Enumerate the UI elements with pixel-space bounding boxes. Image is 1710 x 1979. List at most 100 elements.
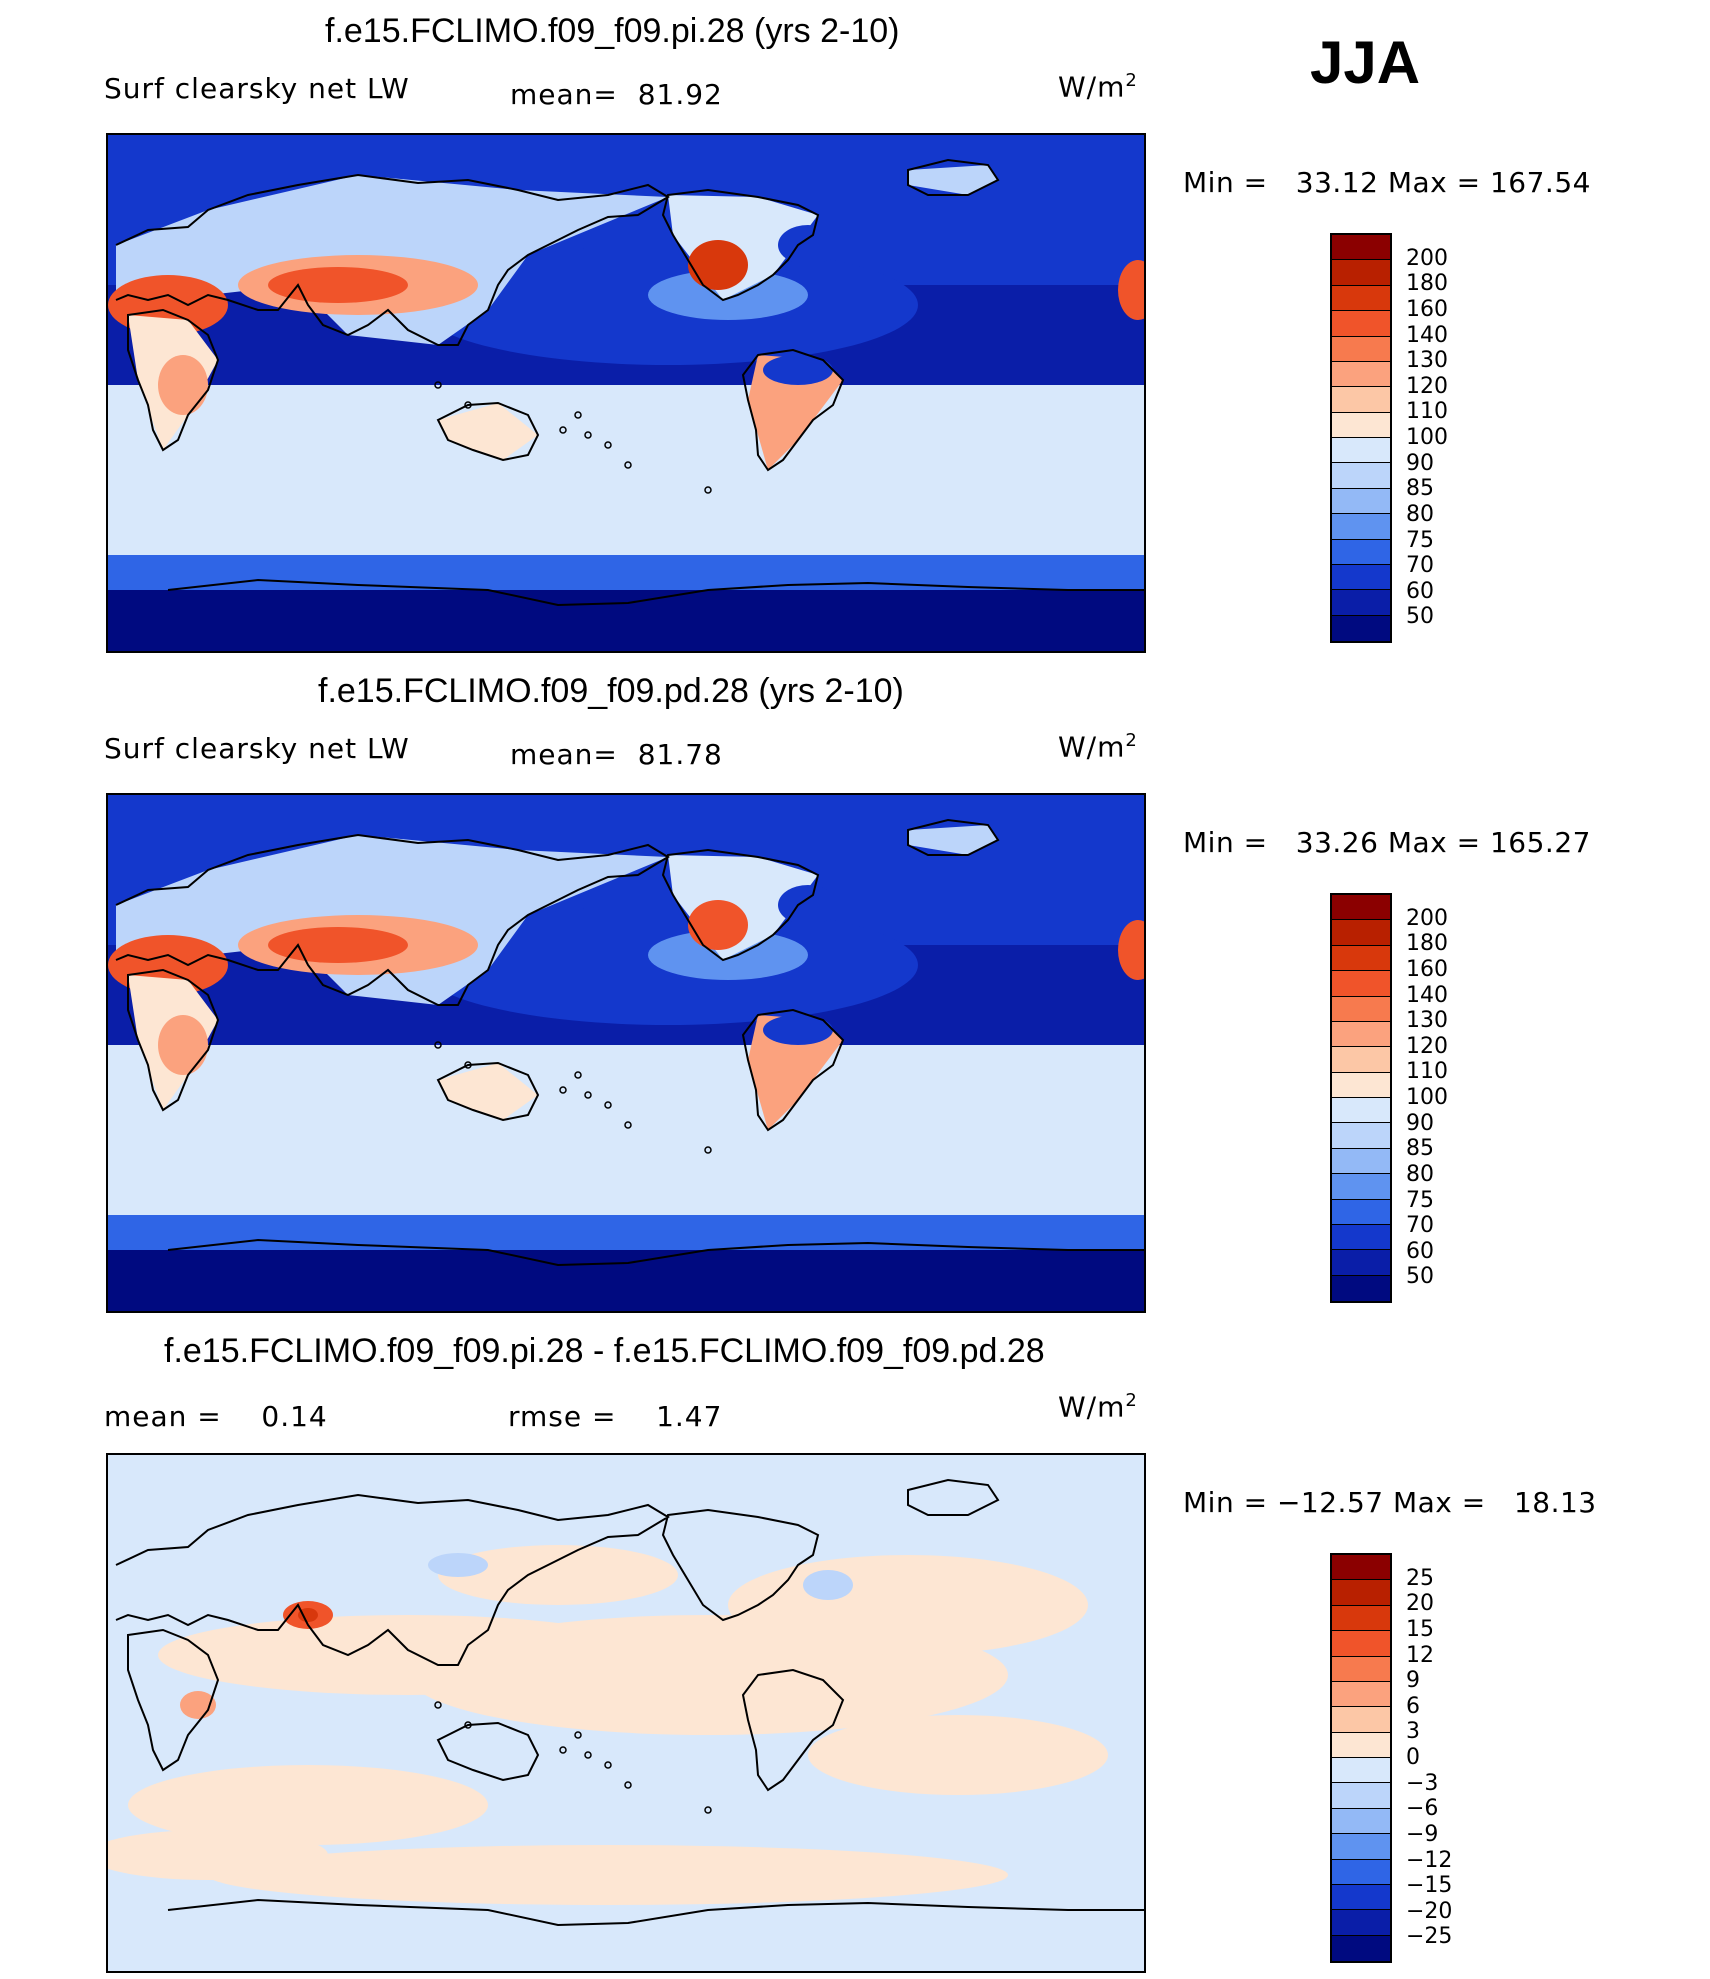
africa-warm xyxy=(158,355,208,415)
coastline xyxy=(907,1478,1000,1516)
coastline xyxy=(115,1493,670,1666)
colorbar-swatch xyxy=(1332,1681,1390,1708)
colorbar-tick-label: 110 xyxy=(1406,399,1448,425)
colorbar-swatch xyxy=(1332,1580,1390,1606)
coastline xyxy=(741,348,845,472)
panel2-mean-label: mean= xyxy=(510,738,618,771)
colorbar-swatch xyxy=(1332,1808,1390,1835)
colorbar-swatch xyxy=(1332,463,1390,489)
panel3-rmse: rmse = 1.47 xyxy=(508,1400,722,1433)
panel3-units-label: W/m xyxy=(1058,1390,1126,1424)
colorbar-tick-label: 120 xyxy=(1406,373,1448,399)
colorbar-tick-label: −3 xyxy=(1406,1770,1439,1796)
colorbar-swatch xyxy=(1332,387,1390,413)
panel3-rmse-label: rmse = xyxy=(508,1400,617,1433)
panel2-units-label: W/m xyxy=(1058,730,1126,764)
colorbar-tick-label: 140 xyxy=(1406,982,1448,1008)
colorbar-swatch xyxy=(1332,235,1390,261)
island xyxy=(464,401,472,409)
colorbar-tick-label: 80 xyxy=(1406,1161,1434,1187)
island xyxy=(434,1041,442,1049)
diff-positive-patch xyxy=(128,1765,488,1845)
colorbar-tick-label: 0 xyxy=(1406,1745,1420,1770)
colorbar-tick-label: 75 xyxy=(1406,1187,1434,1213)
panel1-max-label: Max = xyxy=(1387,166,1481,199)
coastline xyxy=(661,1508,820,1622)
southern-ocean-band xyxy=(108,385,1144,565)
colorbar-swatch xyxy=(1332,336,1390,362)
colorbar-swatch xyxy=(1332,311,1390,337)
coastline xyxy=(115,173,670,346)
coastline xyxy=(436,1061,540,1122)
africa-warm xyxy=(158,1015,208,1075)
colorbar-tick-label: 75 xyxy=(1406,527,1434,553)
namerica-hot xyxy=(688,900,748,950)
coastline xyxy=(907,158,1000,196)
colorbar-swatch xyxy=(1332,1148,1390,1175)
colorbar-tick-label: −20 xyxy=(1406,1898,1453,1924)
colorbar-swatch xyxy=(1332,1224,1390,1251)
colorbar-tick-label: 80 xyxy=(1406,501,1434,527)
colorbar-swatch xyxy=(1332,1021,1390,1048)
colorbar-tick-label: 50 xyxy=(1406,604,1434,630)
island xyxy=(574,1071,582,1079)
panel2-min-label: Min = xyxy=(1183,826,1268,859)
southern-band xyxy=(108,555,1144,595)
coastline xyxy=(127,1628,220,1772)
colorbar-swatch xyxy=(1332,1631,1390,1657)
island xyxy=(559,1746,567,1754)
panel1-units-label: W/m xyxy=(1058,70,1126,104)
colorbar-swatch xyxy=(1332,285,1390,312)
amazon-cool xyxy=(763,355,833,385)
panel1-map-svg xyxy=(108,135,1144,651)
diff-hotspot-core xyxy=(298,1608,318,1622)
colorbar-tick-label: 90 xyxy=(1406,1110,1434,1136)
colorbar-tick-label: 60 xyxy=(1406,578,1434,604)
sahara-east-edge xyxy=(1118,260,1144,320)
colorbar-swatch xyxy=(1332,1047,1390,1073)
panel1-variable: Surf clearsky net LW xyxy=(104,72,410,105)
colorbar-swatch xyxy=(1332,1834,1390,1860)
panel1-mean: mean= 81.92 xyxy=(510,78,723,111)
diff-positive-patch xyxy=(108,1830,328,1880)
colorbar-tick-label: 200 xyxy=(1406,905,1448,931)
island xyxy=(434,381,442,389)
colorbar-tick-label: 9 xyxy=(1406,1668,1420,1694)
namerica-hot xyxy=(688,240,748,290)
island xyxy=(704,486,712,494)
panel2-map-svg xyxy=(108,795,1144,1311)
coastline xyxy=(436,401,540,462)
colorbar-tick-label: 130 xyxy=(1406,348,1448,374)
antarctica-band xyxy=(108,1250,1144,1311)
colorbar-swatch xyxy=(1332,514,1390,540)
panel1-minmax: Min = 33.12 Max = 167.54 xyxy=(1183,166,1591,199)
panel1-map xyxy=(106,133,1146,653)
coastline xyxy=(127,968,220,1112)
panel3-colorbar xyxy=(1330,1553,1392,1963)
colorbar-tick-label: 200 xyxy=(1406,245,1448,271)
colorbar-tick-label: 160 xyxy=(1406,956,1448,982)
colorbar-swatch xyxy=(1332,1555,1390,1581)
panel1-units-sup: 2 xyxy=(1125,70,1138,91)
coastline xyxy=(741,1008,845,1132)
coastline xyxy=(661,848,820,962)
coastline xyxy=(661,188,820,302)
panel2-minmax: Min = 33.26 Max = 165.27 xyxy=(1183,826,1591,859)
australia-fill xyxy=(438,1063,538,1120)
colorbar-tick-label: 100 xyxy=(1406,425,1448,450)
colorbar-swatch xyxy=(1332,895,1390,921)
panel3-minmax: Min = −12.57 Max = 18.13 xyxy=(1183,1486,1597,1519)
panel3-mean-value: 0.14 xyxy=(261,1400,328,1433)
coastline xyxy=(741,1668,845,1792)
colorbar-swatch xyxy=(1332,1250,1390,1276)
colorbar-tick-label: 90 xyxy=(1406,450,1434,476)
colorbar-tick-label: 180 xyxy=(1406,271,1448,297)
coastline xyxy=(127,308,220,452)
panel2-units-sup: 2 xyxy=(1125,730,1138,751)
panel1-min-label: Min = xyxy=(1183,166,1268,199)
colorbar-tick-label: −25 xyxy=(1406,1924,1453,1950)
colorbar-tick-label: 60 xyxy=(1406,1238,1434,1264)
colorbar-tick-label: 15 xyxy=(1406,1616,1434,1642)
colorbar-swatch xyxy=(1332,590,1390,616)
colorbar-tick-label: 180 xyxy=(1406,931,1448,957)
